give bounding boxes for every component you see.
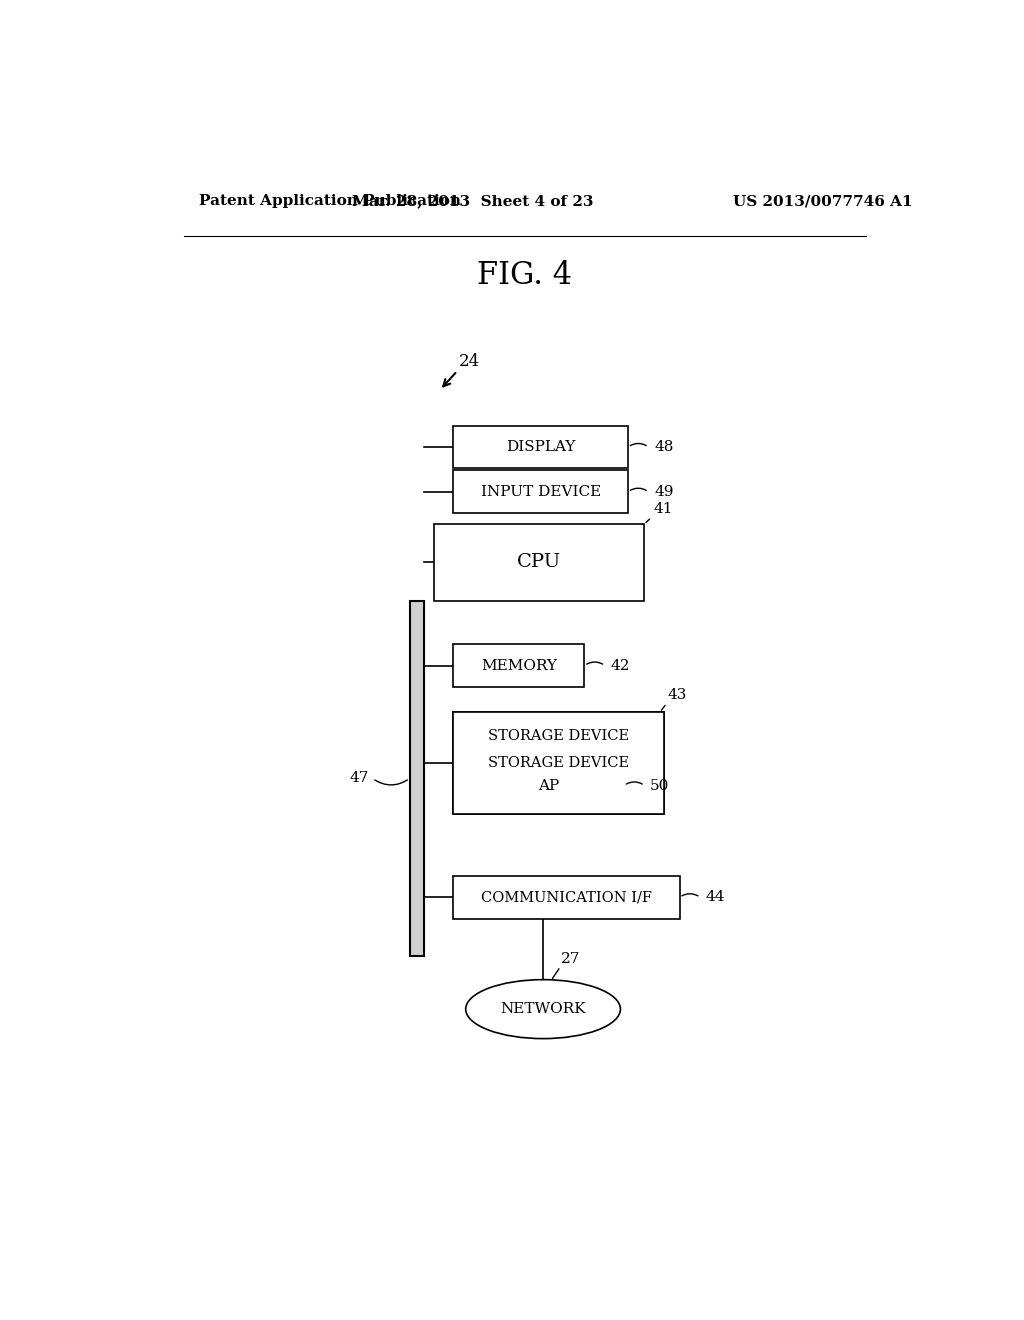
Text: 42: 42 [610, 659, 630, 673]
Text: 27: 27 [560, 953, 580, 966]
Text: Mar. 28, 2013  Sheet 4 of 23: Mar. 28, 2013 Sheet 4 of 23 [352, 194, 594, 209]
Text: 41: 41 [653, 502, 673, 516]
Text: CPU: CPU [517, 553, 561, 572]
Text: STORAGE DEVICE: STORAGE DEVICE [488, 756, 629, 770]
Text: 47: 47 [349, 771, 369, 785]
Text: COMMUNICATION I/F: COMMUNICATION I/F [481, 890, 652, 904]
Text: 44: 44 [706, 890, 725, 904]
Text: 43: 43 [668, 688, 687, 702]
Text: DISPLAY: DISPLAY [506, 440, 575, 454]
FancyBboxPatch shape [454, 713, 664, 814]
Text: 48: 48 [654, 440, 674, 454]
FancyBboxPatch shape [433, 524, 644, 601]
Text: MEMORY: MEMORY [481, 659, 557, 673]
Text: 49: 49 [654, 484, 674, 499]
Text: 50: 50 [650, 779, 670, 792]
Text: US 2013/0077746 A1: US 2013/0077746 A1 [732, 194, 912, 209]
FancyBboxPatch shape [454, 470, 628, 513]
Ellipse shape [466, 979, 621, 1039]
Text: STORAGE DEVICE: STORAGE DEVICE [488, 729, 629, 743]
FancyBboxPatch shape [454, 426, 628, 469]
Text: 24: 24 [459, 354, 480, 370]
Text: Patent Application Publication: Patent Application Publication [200, 194, 462, 209]
FancyBboxPatch shape [473, 766, 624, 805]
Text: AP: AP [538, 779, 559, 792]
FancyBboxPatch shape [454, 644, 585, 686]
Text: NETWORK: NETWORK [501, 1002, 586, 1016]
Text: INPUT DEVICE: INPUT DEVICE [480, 484, 601, 499]
FancyBboxPatch shape [410, 601, 424, 956]
Text: FIG. 4: FIG. 4 [477, 260, 572, 290]
FancyBboxPatch shape [454, 713, 664, 814]
FancyBboxPatch shape [454, 876, 680, 919]
